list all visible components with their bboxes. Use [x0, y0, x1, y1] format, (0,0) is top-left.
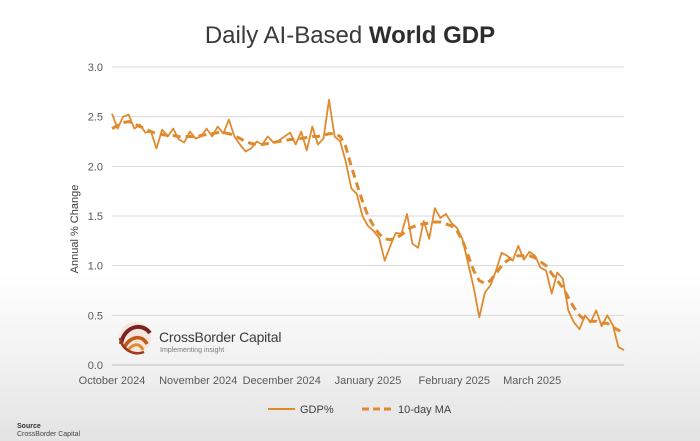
- title-part-bold: World GDP: [368, 22, 496, 49]
- series-line-gdp: [111, 98, 625, 351]
- source-text: CrossBorder Capital: [17, 431, 81, 438]
- logo-name: CrossBorder Capital: [159, 329, 281, 345]
- x-tick-label: February 2025: [418, 375, 490, 387]
- crossborder-logo: CrossBorder Capital Implementing insight: [118, 322, 282, 355]
- y-tick-label: 0.0: [88, 360, 103, 372]
- title-part-regular: Daily AI-Based: [204, 22, 369, 49]
- x-tick-label: March 2025: [503, 375, 561, 387]
- logo-tagline: Implementing insight: [160, 347, 224, 354]
- x-tick-label: December 2024: [243, 375, 321, 387]
- legend-label-ma: 10-day MA: [398, 404, 452, 416]
- y-tick-label: 2.5: [88, 112, 103, 124]
- chart-title: Daily AI-Based World GDP: [0, 22, 700, 50]
- logo-swirl-icon: [118, 322, 152, 355]
- y-axis-label: Annual % Change: [69, 185, 81, 274]
- y-tick-label: 0.5: [88, 310, 103, 322]
- source-heading: Source: [17, 423, 41, 430]
- x-tick-label: January 2025: [335, 375, 402, 387]
- series-line-10-day-ma: [111, 120, 625, 335]
- legend-label-gdp: GDP%: [300, 404, 334, 416]
- y-tick-label: 3.0: [88, 62, 103, 74]
- y-tick-label: 2.0: [88, 161, 103, 173]
- x-tick-label: October 2024: [79, 375, 146, 387]
- x-tick-label: November 2024: [159, 375, 237, 387]
- y-tick-label: 1.5: [88, 211, 103, 223]
- y-tick-label: 1.0: [88, 261, 103, 273]
- legend: GDP% 10-day MA: [268, 404, 452, 416]
